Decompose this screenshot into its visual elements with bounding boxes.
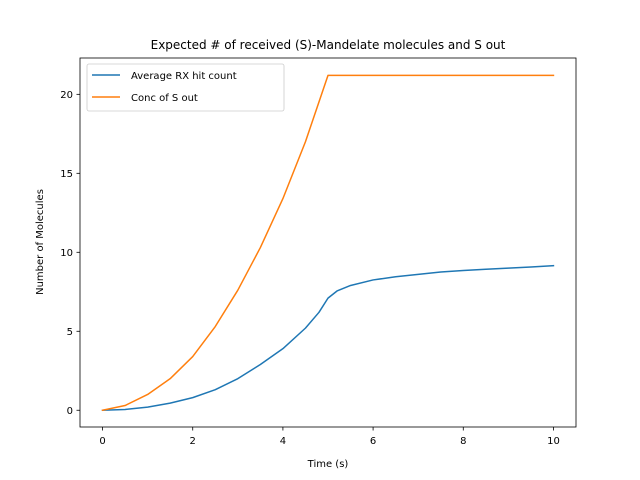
legend-label-2: Conc of S out	[131, 93, 198, 104]
chart-title: Expected # of received (S)-Mandelate mol…	[151, 38, 506, 52]
y-tick-label: 10	[60, 248, 73, 259]
x-tick-label: 10	[547, 436, 560, 447]
plot-area	[101, 74, 555, 412]
x-axis-label: Time (s)	[307, 459, 349, 470]
x-tick-label: 4	[280, 436, 286, 447]
y-axis: 0 5 10 15 20	[60, 90, 80, 417]
y-tick-label: 0	[67, 406, 73, 417]
y-axis-label: Number of Molecules	[35, 189, 46, 295]
legend: Average RX hit count Conc of S out	[86, 63, 285, 112]
x-tick-label: 0	[99, 436, 105, 447]
series-line-1	[101, 264, 555, 412]
x-tick-label: 8	[460, 436, 466, 447]
y-tick-label: 15	[60, 169, 73, 180]
x-tick-label: 6	[370, 436, 376, 447]
plot-frame	[79, 57, 577, 428]
y-tick-label: 5	[67, 327, 73, 338]
legend-box	[86, 63, 285, 112]
x-tick-label: 2	[190, 436, 196, 447]
y-tick-label: 20	[60, 90, 73, 101]
series-line-2	[101, 74, 555, 412]
legend-label-1: Average RX hit count	[131, 71, 237, 82]
x-axis: 0 2 4 6 8 10	[99, 427, 560, 447]
